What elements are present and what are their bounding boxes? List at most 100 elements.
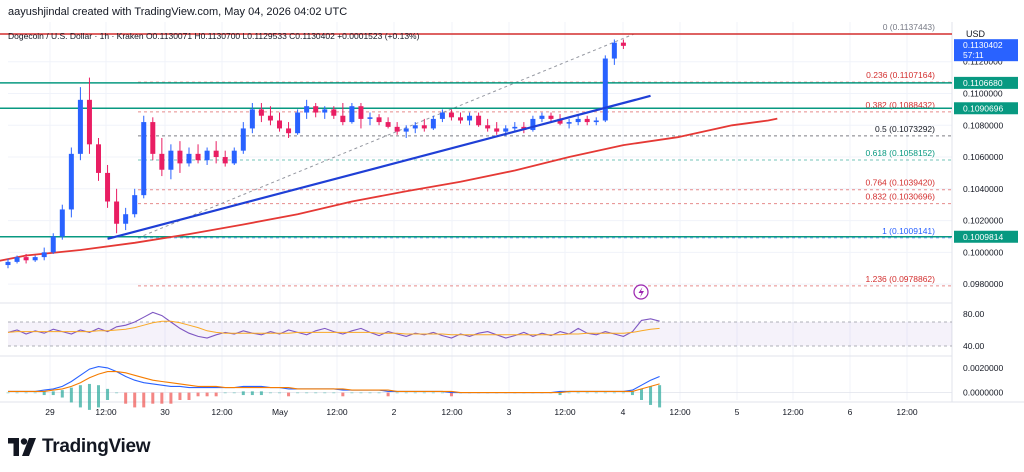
time-tick-13: 12:00 bbox=[782, 407, 804, 417]
macd-histogram-bar bbox=[305, 392, 309, 394]
macd-histogram-bar bbox=[124, 392, 128, 404]
candle-65 bbox=[593, 117, 599, 126]
candle-body bbox=[349, 106, 355, 123]
candle-body bbox=[32, 257, 38, 261]
fibonacci-retracement: 0 (0.1137443) 0.236 (0.1107164) 0.382 (0.1… bbox=[137, 22, 952, 287]
candle-body bbox=[566, 122, 572, 124]
macd-histogram-bar bbox=[205, 392, 209, 397]
chart-byline: aayushjindal created with TradingView.co… bbox=[8, 6, 348, 18]
time-tick-9: 12:00 bbox=[554, 407, 576, 417]
price-tick-0: 0.1120000 bbox=[963, 57, 1003, 67]
candle-body bbox=[231, 150, 237, 164]
candle-body bbox=[530, 118, 536, 131]
level-price-tag-2: 0.1090696 bbox=[963, 103, 1003, 113]
candle-body bbox=[476, 115, 482, 126]
candle-body bbox=[557, 118, 563, 124]
price-tick-7: 0.0980000 bbox=[963, 279, 1003, 289]
candle-66 bbox=[602, 55, 608, 123]
macd-histogram-bar bbox=[404, 392, 408, 394]
candle-49 bbox=[448, 109, 454, 121]
candle-47 bbox=[430, 115, 436, 131]
macd-histogram-bar bbox=[323, 392, 327, 394]
candle-body bbox=[358, 106, 364, 119]
fib-trend-line bbox=[137, 33, 635, 239]
macd-histogram-bar bbox=[42, 391, 46, 396]
candle-5 bbox=[50, 233, 56, 254]
candle-body bbox=[5, 261, 11, 266]
candle-body bbox=[376, 117, 382, 123]
macd-histogram-bar bbox=[214, 392, 218, 397]
candle-body bbox=[141, 122, 147, 196]
trendline[interactable] bbox=[107, 94, 651, 300]
macd-histogram-bar bbox=[69, 387, 73, 403]
macd-histogram-bar bbox=[223, 392, 227, 394]
level-price-tag-1: 0.1106680 bbox=[963, 78, 1003, 88]
macd-histogram-bar bbox=[232, 392, 236, 394]
macd-pane bbox=[6, 366, 952, 410]
candle-body bbox=[132, 195, 138, 215]
trendline-support bbox=[107, 94, 651, 240]
macd-histogram-bar bbox=[449, 392, 453, 397]
macd-histogram-bar bbox=[33, 392, 37, 394]
macd-histogram-bar bbox=[6, 392, 10, 394]
candle-body bbox=[394, 126, 400, 132]
candle-25 bbox=[231, 147, 237, 165]
candle-40 bbox=[367, 112, 373, 126]
candle-54 bbox=[494, 122, 500, 135]
candle-27 bbox=[249, 103, 255, 134]
macd-histogram-bar bbox=[413, 392, 417, 394]
candle-body bbox=[249, 109, 255, 129]
candle-body bbox=[295, 112, 301, 134]
candle-31 bbox=[286, 122, 292, 138]
time-tick-0: 29 bbox=[45, 407, 55, 417]
macd-histogram-bar bbox=[395, 392, 399, 394]
candle-7 bbox=[68, 147, 74, 218]
candle-24 bbox=[222, 150, 228, 167]
symbol-legend[interactable]: Dogecoin / U.S. Dollar · 1h · Kraken O0.… bbox=[8, 31, 420, 41]
lightning-event-icon[interactable] bbox=[633, 284, 649, 300]
candle-1 bbox=[14, 255, 20, 264]
candle-body bbox=[277, 120, 282, 129]
candle-body bbox=[213, 150, 219, 158]
candle-body bbox=[611, 42, 617, 59]
candle-body bbox=[77, 99, 83, 154]
candle-body bbox=[168, 150, 174, 170]
tradingview-logo-icon bbox=[8, 438, 36, 456]
candle-body bbox=[467, 115, 473, 121]
price-tick-3: 0.1060000 bbox=[963, 152, 1003, 162]
macd-histogram-bar bbox=[585, 392, 589, 394]
candle-body bbox=[123, 214, 129, 224]
candle-52 bbox=[476, 112, 482, 127]
macd-histogram-bar bbox=[142, 392, 146, 408]
candle-35 bbox=[322, 106, 328, 119]
time-tick-11: 12:00 bbox=[669, 407, 691, 417]
candle-body bbox=[105, 172, 111, 202]
time-tick-1: 12:00 bbox=[95, 407, 117, 417]
macd-histogram-bar bbox=[658, 385, 662, 408]
fib-label-2: 0.382 (0.1088432) bbox=[866, 100, 936, 110]
macd-histogram-bar bbox=[603, 392, 607, 394]
candle-body bbox=[286, 128, 292, 134]
footer-brand: TradingView bbox=[42, 436, 151, 457]
candle-body bbox=[494, 128, 500, 132]
price-axis[interactable]: USD 0.1120000 0.1100000 0.1080000 0.1060000 0… bbox=[954, 29, 1018, 398]
time-tick-15: 12:00 bbox=[896, 407, 918, 417]
candle-body bbox=[96, 144, 101, 173]
oscillator-series-1 bbox=[7, 320, 660, 336]
oscillator-band bbox=[8, 322, 952, 346]
candle-body bbox=[539, 115, 545, 119]
candle-8 bbox=[77, 87, 83, 161]
candle-body bbox=[403, 128, 409, 132]
macd-histogram-bar bbox=[178, 392, 182, 400]
time-axis[interactable]: 29 12:00 30 12:00 May 12:00 2 12:00 3 12:00 4 12:00… bbox=[45, 407, 918, 417]
moving-average-line bbox=[0, 117, 778, 262]
candle-13 bbox=[123, 207, 129, 231]
time-tick-14: 6 bbox=[848, 407, 853, 417]
fib-label-8: 1.236 (0.0978862) bbox=[866, 274, 936, 284]
candle-body bbox=[304, 106, 310, 113]
macd-histogram-bar bbox=[567, 392, 571, 394]
macd-histogram-bar bbox=[160, 392, 164, 404]
price-tick-2: 0.1080000 bbox=[963, 120, 1003, 130]
macd-histogram-bar bbox=[115, 392, 119, 394]
